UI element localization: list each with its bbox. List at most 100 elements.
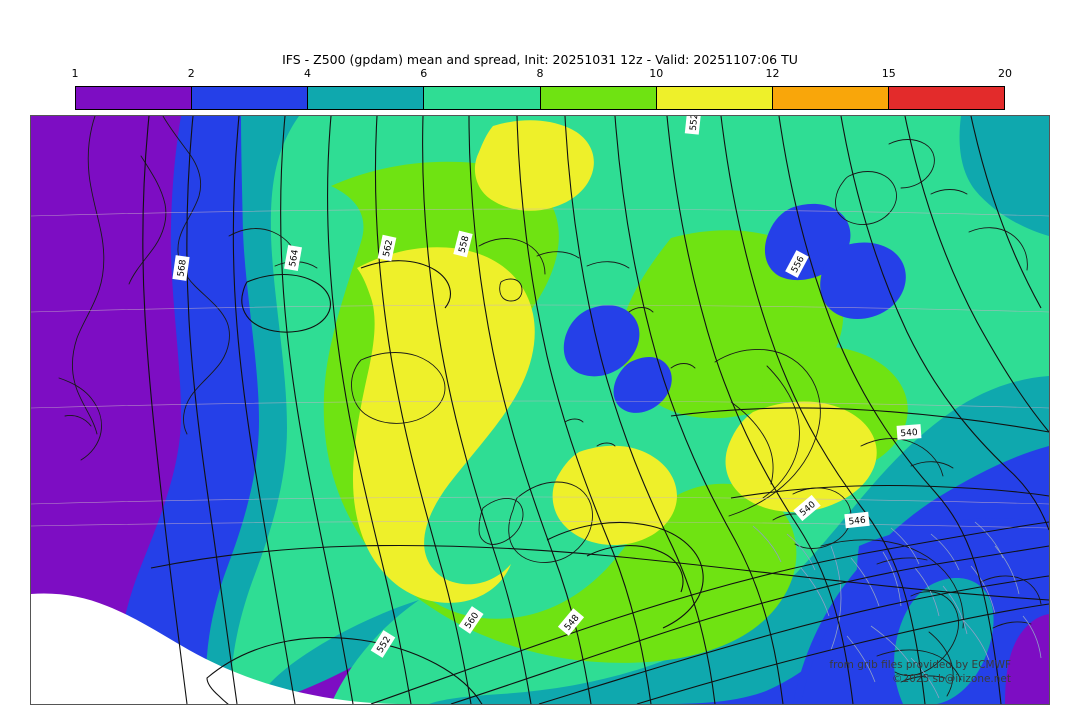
isoline	[370, 521, 1049, 704]
isoline-label-text: 562	[382, 239, 395, 258]
isoline	[360, 260, 451, 309]
colorbar-segment-12-15	[771, 87, 888, 109]
coastline-segment	[876, 649, 962, 681]
border-segment	[942, 585, 968, 635]
coastline-segment	[730, 401, 774, 485]
isoline-label-box	[896, 424, 922, 440]
isoline-label-box	[284, 244, 302, 272]
isoline-label-box	[172, 255, 190, 281]
border-segment	[752, 525, 782, 563]
band-10-12-top	[474, 120, 594, 211]
coastline-segment	[670, 363, 696, 369]
border-segment	[970, 565, 996, 615]
isoline	[904, 116, 1049, 433]
colorbar-tick-15: 15	[881, 67, 896, 80]
isoline	[586, 545, 684, 593]
colorbar-tick-labels: 1 2 4 6 8 10 12 15 20	[71, 66, 1013, 82]
border-segment	[960, 617, 990, 661]
isoline	[327, 116, 412, 704]
isoline	[564, 116, 716, 704]
nodata-white	[31, 593, 403, 704]
coastline-segment	[910, 461, 954, 469]
map-panel[interactable]: 568 552 560 548 556 540 546 552 564 562 558 540 fro…	[30, 115, 1050, 705]
coastline-segment	[888, 139, 935, 189]
isoline-label-box	[793, 494, 821, 522]
isoline	[232, 116, 296, 704]
border-segment	[994, 545, 1020, 595]
isoline-label: 562	[377, 234, 397, 262]
colorbar-tick-12: 12	[765, 67, 780, 80]
isoline	[422, 116, 532, 704]
border-segment	[1022, 615, 1042, 659]
isoline	[280, 116, 354, 704]
band-10-12-scand	[725, 401, 877, 513]
colorbar-tick-8: 8	[536, 67, 544, 80]
border-segment	[850, 557, 880, 607]
isoline-label-text: 552	[689, 116, 701, 131]
coastline-segment	[860, 438, 944, 477]
isoline	[374, 116, 472, 704]
latitude-line	[31, 521, 1049, 529]
colorbar-segment-2-4	[191, 87, 308, 109]
colorbar-tick-1: 1	[71, 67, 79, 80]
isoline-label-box	[785, 250, 809, 278]
isoline	[730, 484, 1049, 499]
coastline-segment	[714, 349, 821, 517]
coastline-segment	[351, 352, 446, 424]
colorbar-segments	[75, 86, 1005, 110]
latitude-line	[31, 496, 1049, 505]
coastline-segment	[586, 261, 630, 269]
coastline-segment	[820, 539, 964, 629]
border-segment	[910, 657, 940, 699]
coastline-segment	[894, 591, 959, 676]
isoline-label: 552	[684, 116, 702, 135]
band-10-12-main	[353, 247, 535, 603]
coastline-segment	[478, 497, 524, 545]
geopotential-isolines	[142, 116, 1049, 704]
pocket-2-4-b	[613, 356, 672, 413]
coastlines	[58, 116, 1042, 697]
border-segment	[890, 527, 920, 565]
isoline-label-box	[458, 606, 484, 634]
coastline-segment	[762, 365, 800, 499]
isoline-label-box	[557, 608, 585, 636]
isoline-label-box	[844, 511, 870, 529]
pocket-2-4-a	[563, 305, 640, 377]
coastline-segment	[980, 575, 1042, 605]
coastline-segment	[536, 251, 580, 259]
colorbar	[75, 86, 1005, 110]
isoline	[241, 274, 331, 333]
isoline-label: 546	[844, 511, 870, 529]
isoline	[840, 116, 1049, 531]
coastline-segment	[508, 481, 593, 563]
isoline	[186, 116, 238, 704]
coastline-segment	[564, 418, 584, 423]
colorbar-tick-10: 10	[649, 67, 664, 80]
coastline-segment	[968, 227, 1028, 271]
coastline-segment	[72, 116, 105, 435]
isoline	[720, 116, 926, 704]
isoline-label-text: 568	[176, 259, 188, 278]
coastline-segment	[162, 116, 230, 435]
band-10-12-mid	[552, 445, 677, 546]
isoline	[538, 575, 1049, 704]
coastline-segment	[596, 442, 616, 447]
border-segment	[800, 567, 830, 617]
colorbar-segment-6-8	[423, 87, 540, 109]
isoline	[206, 637, 483, 704]
isoline-label-box	[370, 630, 396, 658]
colorbar-tick-20: 20	[998, 67, 1012, 80]
coastline-segment	[628, 307, 654, 313]
isoline-label-text: 546	[848, 516, 866, 528]
graticule	[31, 208, 1049, 529]
isoline	[546, 521, 704, 629]
colorbar-segment-4-6	[307, 87, 424, 109]
border-segment	[974, 521, 1004, 559]
isoline	[614, 116, 784, 704]
coastline-segment	[64, 415, 92, 427]
isoline	[516, 116, 652, 704]
isoline	[150, 544, 1049, 601]
